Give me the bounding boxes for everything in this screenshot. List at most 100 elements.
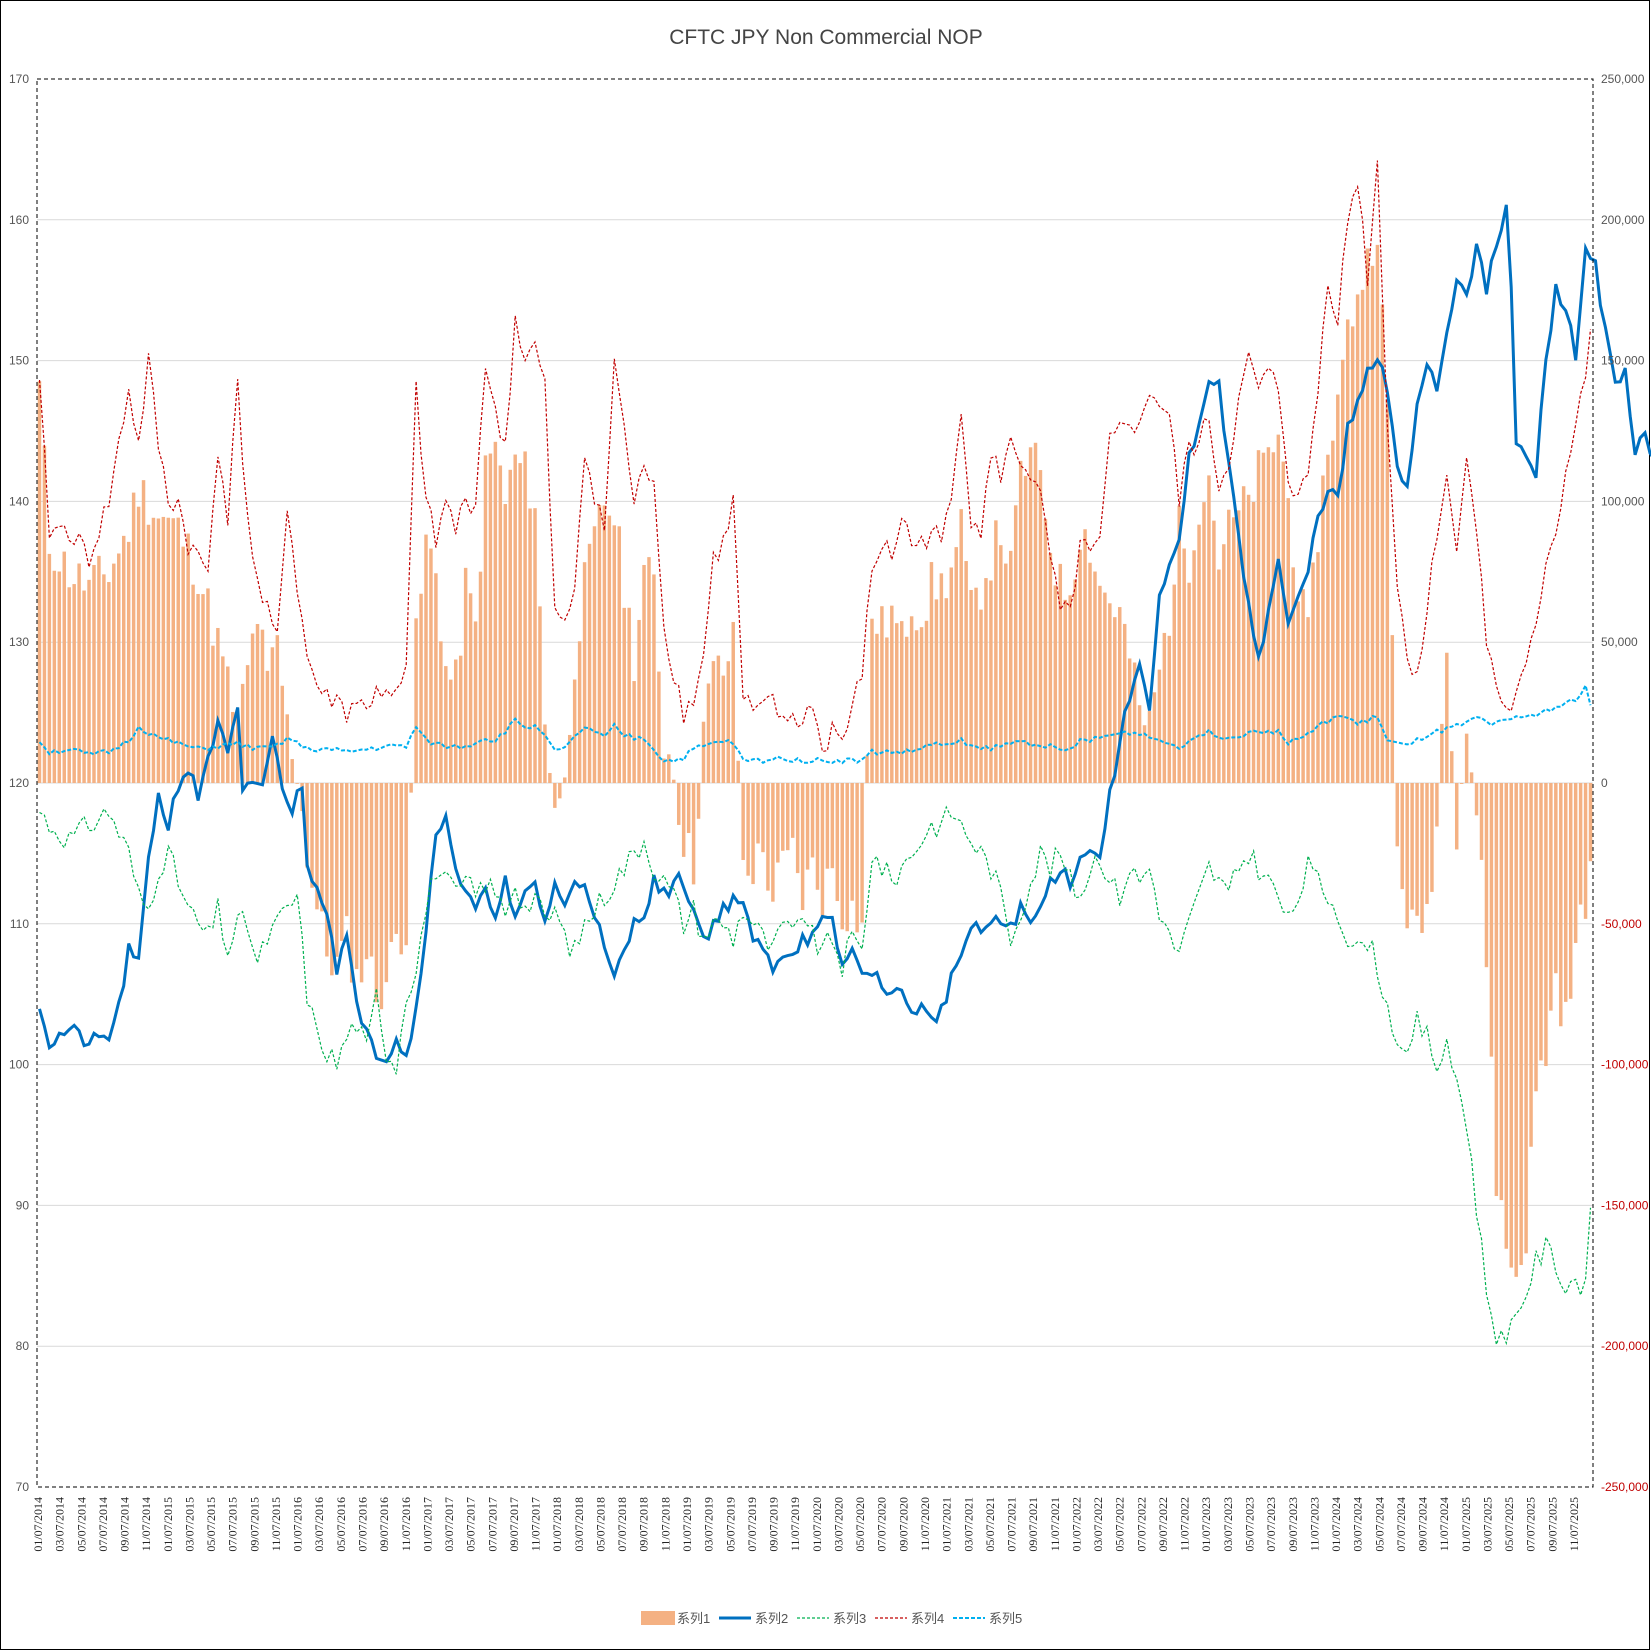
bar [52, 570, 57, 783]
bar [1499, 783, 1504, 1201]
x-tick-label: 05/07/2014 [74, 1497, 88, 1552]
bar [340, 783, 344, 941]
x-tick-label: 05/07/2017 [464, 1497, 478, 1552]
bar [954, 547, 958, 783]
x-tick-label: 11/07/2021 [1048, 1497, 1062, 1551]
bar [295, 783, 299, 784]
x-tick-label: 01/07/2018 [550, 1497, 564, 1552]
bar [1489, 783, 1494, 1057]
bar [1167, 635, 1172, 783]
gridlines [37, 219, 1593, 1347]
bar [1405, 783, 1409, 929]
bar [1028, 447, 1033, 783]
left-tick-label: 150 [9, 354, 29, 368]
bar [359, 783, 364, 983]
bar [117, 553, 121, 783]
bar [994, 520, 998, 783]
left-tick-label: 90 [16, 1198, 30, 1212]
bar [756, 783, 760, 844]
x-tick-label: 07/07/2020 [875, 1497, 889, 1552]
bar [686, 783, 691, 834]
bar [969, 589, 973, 783]
x-tick-label: 07/07/2023 [1264, 1497, 1278, 1552]
bar [513, 454, 517, 783]
bar [394, 783, 399, 934]
bar [1519, 783, 1523, 1266]
bar [211, 645, 215, 783]
bar [1321, 475, 1325, 783]
bar [815, 783, 820, 890]
x-tick-label: 09/07/2017 [507, 1497, 521, 1552]
bar [369, 783, 374, 957]
bar [255, 624, 260, 783]
bar [1231, 517, 1236, 783]
bar [850, 783, 854, 901]
bar [528, 508, 532, 783]
bar [42, 445, 47, 783]
x-tick-label: 11/07/2024 [1437, 1497, 1451, 1551]
bar [493, 441, 498, 783]
bar [1420, 783, 1424, 933]
left-axis-ticks: 170 160 150 140 130 120 110 100 90 80 70 [9, 72, 29, 1494]
bar [939, 573, 944, 783]
x-tick-label: 05/07/2015 [204, 1497, 218, 1552]
bar [776, 783, 780, 863]
bar [1494, 783, 1499, 1197]
bar [1098, 585, 1102, 783]
bar [1588, 783, 1593, 862]
bar [607, 515, 612, 783]
bar [131, 492, 136, 783]
bar [904, 636, 909, 783]
bar [1192, 550, 1196, 783]
bar [349, 783, 354, 983]
x-tick-label: 03/07/2017 [442, 1497, 456, 1552]
x-tick-label: 05/07/2021 [983, 1497, 997, 1552]
bar [880, 606, 884, 783]
bar [1360, 289, 1365, 783]
bar [825, 783, 830, 869]
x-tick-label: 07/07/2014 [96, 1497, 110, 1552]
bar [325, 783, 329, 957]
x-tick-label: 05/07/2018 [594, 1497, 608, 1552]
bar [245, 665, 250, 783]
bar [672, 779, 676, 783]
right-tick-label: -250,000 [1601, 1480, 1649, 1494]
bar [1464, 733, 1469, 783]
bar [305, 783, 309, 868]
bar [1454, 783, 1459, 850]
bar [275, 635, 280, 783]
x-tick-label: 07/07/2015 [226, 1497, 240, 1552]
right-tick-label: 150,000 [1601, 354, 1645, 368]
bar [1365, 248, 1370, 783]
bar [1316, 552, 1320, 783]
bar [999, 545, 1003, 783]
bar [919, 627, 924, 783]
bar [870, 618, 874, 783]
bar [77, 563, 81, 783]
bar [1018, 460, 1023, 783]
bar [1023, 475, 1028, 783]
bar [121, 535, 126, 783]
bar [508, 469, 512, 783]
bar [820, 783, 825, 917]
bar [136, 506, 141, 783]
x-tick-label: 03/07/2025 [1481, 1497, 1495, 1552]
bar [587, 543, 592, 783]
bar [1479, 783, 1484, 860]
x-tick-label: 09/07/2016 [377, 1497, 391, 1552]
right-tick-label: 50,000 [1601, 635, 1638, 649]
bar [1113, 617, 1117, 783]
bar [964, 561, 968, 783]
bar [1459, 783, 1464, 784]
bar [1013, 505, 1018, 783]
bar [1197, 524, 1201, 783]
bar [746, 783, 750, 876]
bar [1152, 692, 1157, 783]
bar [1450, 751, 1454, 783]
bar [523, 451, 527, 783]
bar [533, 508, 537, 783]
x-tick-label: 01/07/2019 [680, 1497, 694, 1552]
bar [1281, 461, 1286, 783]
bar [1534, 783, 1538, 1092]
x-tick-label: 11/07/2022 [1178, 1497, 1192, 1551]
